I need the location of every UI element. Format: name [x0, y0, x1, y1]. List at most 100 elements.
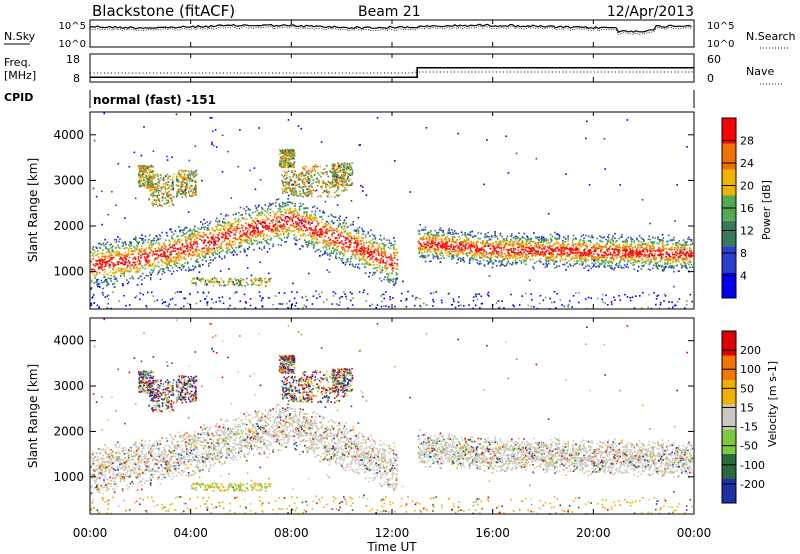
- echo-cell: [191, 232, 193, 234]
- echo-cell: [166, 235, 169, 237]
- echo-cell: [507, 253, 510, 256]
- echo-cell: [647, 268, 650, 270]
- echo-cell: [97, 263, 99, 265]
- echo-cell: [673, 256, 675, 259]
- echo-cell: [219, 247, 222, 249]
- echo-cell: [152, 251, 155, 253]
- echo-cell: [263, 237, 266, 239]
- echo-cell: [575, 255, 577, 257]
- echo-cell: [212, 254, 214, 256]
- echo-cell: [132, 250, 134, 252]
- echo-cell: [284, 230, 287, 233]
- echo-cell: [653, 256, 656, 258]
- echo-cell: [529, 250, 532, 253]
- echo-cell: [325, 232, 327, 234]
- echo-cell: [164, 239, 167, 241]
- echo-cell: [301, 235, 303, 237]
- echo-cell: [227, 232, 229, 235]
- echo-cell: [566, 261, 569, 264]
- echo-cell: [291, 218, 294, 221]
- echo-cell: [101, 253, 104, 255]
- echo-cell: [225, 235, 228, 237]
- echo-cell: [445, 243, 447, 246]
- echo-cell: [114, 251, 117, 253]
- cpid-value: normal (fast) -151: [93, 93, 216, 107]
- echo-cell: [168, 187, 171, 189]
- echo-cell: [373, 272, 376, 275]
- echo-cell: [555, 255, 557, 258]
- echo-cell: [267, 227, 269, 230]
- nsky-tick-top: 10^5: [59, 21, 86, 32]
- echo-cell: [685, 266, 687, 269]
- echo-cell: [324, 235, 326, 238]
- echo-cell: [107, 273, 110, 276]
- echo-cell: [160, 187, 163, 190]
- echo-cell: [144, 257, 147, 260]
- echo-cell: [384, 254, 386, 257]
- echo-cell: [112, 257, 114, 259]
- echo-cell: [341, 250, 343, 253]
- echo-cell: [436, 249, 438, 251]
- echo-cell: [338, 237, 340, 239]
- echo-cell: [311, 235, 313, 238]
- echo-cell: [563, 244, 565, 247]
- echo-cell: [260, 235, 262, 238]
- echo-cell: [368, 251, 370, 254]
- echo-cell: [591, 234, 593, 237]
- echo-cell: [458, 235, 460, 238]
- echo-cell: [171, 267, 174, 269]
- echo-cell: [258, 204, 260, 207]
- echo-cell: [564, 246, 567, 249]
- echo-cell: [151, 195, 154, 198]
- echo-cell: [164, 253, 166, 256]
- echo-cell: [302, 229, 304, 232]
- echo-cell: [318, 235, 320, 237]
- echo-cell: [106, 241, 109, 244]
- echo-cell: [627, 266, 629, 269]
- echo-cell: [355, 238, 357, 240]
- echo-cell: [203, 241, 206, 244]
- echo-cell: [341, 240, 343, 242]
- echo-cell: [504, 252, 506, 255]
- echo-cell: [166, 196, 168, 198]
- echo-cell: [501, 253, 503, 256]
- echo-cell: [363, 242, 365, 244]
- echo-cell: [169, 185, 172, 187]
- echo-cell: [661, 269, 664, 271]
- echo-cell: [603, 236, 606, 238]
- echo-cell: [283, 225, 286, 227]
- echo-cell: [332, 247, 334, 250]
- echo-cell: [168, 184, 171, 187]
- echo-cell: [189, 238, 192, 240]
- echo-cell: [155, 188, 158, 191]
- echo-cell: [585, 252, 588, 254]
- echo-cell: [363, 251, 366, 254]
- echo-cell: [647, 242, 650, 244]
- echo-cell: [417, 229, 420, 232]
- echo-cell: [275, 199, 278, 201]
- echo-cell: [391, 259, 393, 262]
- echo-cell: [547, 258, 549, 260]
- echo-cell: [557, 233, 560, 236]
- echo-cell: [276, 211, 279, 213]
- echo-cell: [172, 256, 175, 259]
- echo-cell: [585, 242, 587, 244]
- echo-cell: [212, 259, 214, 262]
- echo-cell: [171, 237, 174, 240]
- echo-cell: [136, 245, 139, 248]
- echo-cell: [370, 263, 372, 266]
- echo-cell: [489, 237, 491, 240]
- echo-cell: [289, 218, 291, 220]
- echo-cell: [614, 237, 616, 239]
- echo-cell: [143, 253, 146, 255]
- echo-cell: [468, 244, 471, 246]
- echo-cell: [559, 245, 562, 248]
- echo-cell: [597, 261, 599, 263]
- echo-cell: [425, 236, 428, 239]
- echo-cell: [690, 249, 693, 252]
- echo-cell: [230, 243, 233, 246]
- echo-cell: [286, 236, 288, 239]
- echo-cell: [656, 262, 658, 264]
- echo-cell: [433, 247, 436, 250]
- echo-cell: [615, 239, 618, 242]
